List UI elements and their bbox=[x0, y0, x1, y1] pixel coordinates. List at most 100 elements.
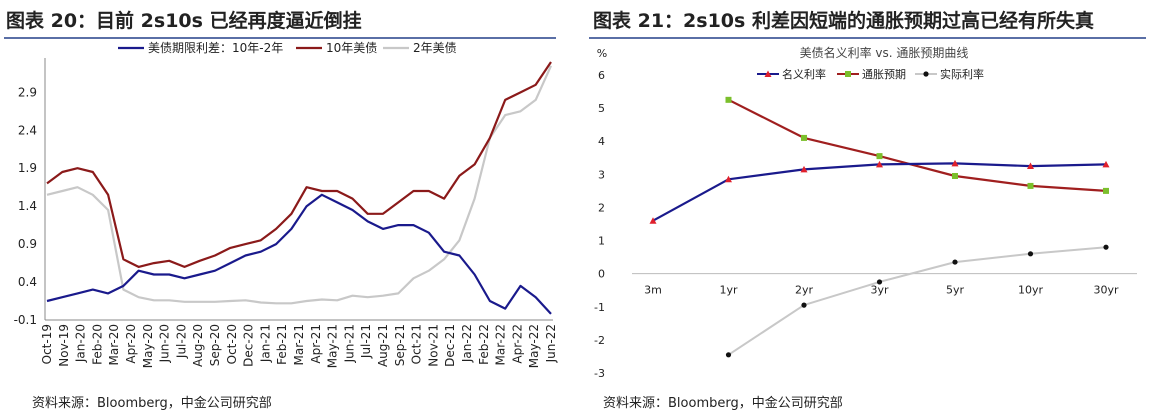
right-marker-dot bbox=[876, 279, 883, 285]
right-x-tick-label: 5yr bbox=[946, 284, 965, 297]
right-y-tick-label: 2 bbox=[598, 201, 605, 214]
right-marker-square bbox=[876, 153, 883, 160]
right-marker-square bbox=[1027, 182, 1034, 189]
left-legend-label: 2年美债 bbox=[413, 41, 457, 55]
right-chart-title: 美债名义利率 vs. 通胀预期曲线 bbox=[800, 45, 969, 60]
right-x-tick-label: 2yr bbox=[795, 284, 814, 297]
right-legend-marker bbox=[764, 70, 772, 77]
left-x-tick-label: Dec-21 bbox=[443, 324, 457, 367]
left-x-tick-label: Oct-21 bbox=[410, 324, 424, 364]
right-line-chart: 美债名义利率 vs. 通胀预期曲线% -3 -2 -1 0 1 2 3 4 5 6 3m 1yr 2yr 3… bbox=[594, 45, 1137, 380]
left-series-line-1 bbox=[46, 61, 552, 268]
right-marker-triangle bbox=[951, 159, 959, 167]
right-title-rule bbox=[589, 37, 1146, 39]
left-x-tick-label: Apr-21 bbox=[309, 324, 323, 364]
right-y-tick-label: -3 bbox=[594, 367, 605, 380]
right-y-tick-label: 4 bbox=[598, 135, 605, 148]
left-x-tick-label: Feb-22 bbox=[477, 324, 491, 365]
left-x-tick-label: Jan-20 bbox=[74, 324, 88, 363]
right-legend-label: 实际利率 bbox=[940, 67, 984, 81]
left-x-tick-label: Jun-20 bbox=[158, 324, 172, 363]
right-y-tick-label: 1 bbox=[598, 235, 605, 248]
left-x-tick-label: Jul-20 bbox=[174, 324, 188, 359]
right-legend-marker bbox=[845, 71, 851, 77]
right-x-tick-label: 30yr bbox=[1093, 284, 1119, 297]
left-y-tick-label: 1.9 bbox=[18, 161, 37, 175]
left-x-tick-label: Jun-22 bbox=[544, 324, 558, 363]
left-chart-panel: 图表 20：目前 2s10s 已经再度逼近倒挂 -0.1 0.4 0.9 1.4 1.9… bbox=[0, 0, 560, 417]
left-x-tick-label: Nov-21 bbox=[426, 324, 440, 367]
right-y-tick-label: 6 bbox=[598, 69, 605, 82]
right-series-line-2 bbox=[727, 246, 1107, 356]
right-y-tick-label: 3 bbox=[598, 168, 605, 181]
left-x-tick-label: Mar-21 bbox=[292, 324, 306, 365]
left-x-tick-label: Apr-22 bbox=[510, 324, 524, 364]
right-marker-triangle bbox=[876, 160, 883, 168]
left-source-note: 资料来源：Bloomberg，中金公司研究部 bbox=[32, 396, 272, 411]
left-x-tick-label: May-20 bbox=[141, 324, 155, 368]
left-x-tick-label: Feb-20 bbox=[90, 324, 104, 365]
right-marker-triangle bbox=[649, 217, 657, 224]
right-y-axis-unit: % bbox=[597, 47, 607, 60]
left-x-tick-label: Mar-20 bbox=[107, 324, 121, 365]
left-x-tick-label: May-22 bbox=[527, 324, 541, 368]
left-title-rule bbox=[4, 37, 556, 39]
right-chart-panel: 图表 21：2s10s 利差因短端的通胀预期过高已经有所失真 美债名义利率 vs… bbox=[585, 0, 1150, 417]
right-legend-label: 名义利率 bbox=[782, 67, 826, 81]
right-x-tick-label: 10yr bbox=[1018, 284, 1044, 297]
right-y-tick-label: 5 bbox=[598, 102, 605, 115]
right-legend-marker bbox=[923, 71, 929, 77]
left-x-tick-label: Oct-20 bbox=[225, 324, 239, 364]
left-figure-title: 图表 20：目前 2s10s 已经再度逼近倒挂 bbox=[6, 10, 362, 32]
right-marker-triangle bbox=[1102, 160, 1110, 168]
left-x-tick-label: Apr-20 bbox=[124, 324, 138, 364]
right-marker-triangle bbox=[800, 165, 808, 173]
left-y-tick-label: -0.1 bbox=[14, 313, 37, 327]
right-figure-title: 图表 21：2s10s 利差因短端的通胀预期过高已经有所失真 bbox=[593, 10, 1094, 32]
left-x-tick-label: Aug-21 bbox=[376, 324, 390, 367]
right-x-tick-label: 3yr bbox=[870, 284, 889, 297]
left-series-line-0 bbox=[46, 193, 552, 315]
left-line-chart: -0.1 0.4 0.9 1.4 1.9 2.4 2.9 Oct-19 Nov-19 Jan-20… bbox=[14, 41, 558, 368]
right-marker-square bbox=[952, 172, 958, 179]
right-marker-dot bbox=[725, 352, 732, 358]
right-marker-triangle bbox=[1027, 162, 1034, 170]
left-x-tick-label: Dec-20 bbox=[242, 324, 256, 367]
left-y-tick-label: 0.9 bbox=[18, 237, 37, 251]
left-y-tick-label: 0.4 bbox=[18, 275, 37, 289]
right-marker-dot bbox=[1027, 251, 1034, 257]
left-x-tick-label: Sep-20 bbox=[208, 324, 222, 366]
left-series-line-2 bbox=[46, 65, 553, 305]
right-x-tick-label: 3m bbox=[644, 284, 662, 297]
left-x-tick-label: Jul-21 bbox=[359, 324, 373, 359]
right-x-tick-label: 1yr bbox=[719, 284, 738, 297]
left-y-tick-label: 2.4 bbox=[18, 123, 37, 137]
right-marker-square bbox=[801, 134, 807, 141]
left-legend-label: 10年美债 bbox=[326, 41, 377, 55]
left-x-tick-label: Feb-21 bbox=[275, 324, 289, 365]
left-x-tick-label: May-21 bbox=[326, 324, 340, 368]
right-marker-triangle bbox=[725, 175, 732, 183]
left-legend-label: 美债期限利差：10年-2年 bbox=[148, 41, 283, 55]
left-x-tick-label: Sep-21 bbox=[393, 324, 407, 366]
right-marker-square bbox=[1103, 187, 1109, 194]
right-marker-square bbox=[725, 96, 732, 103]
right-legend-label: 通胀预期 bbox=[862, 68, 906, 81]
left-x-tick-label: Nov-19 bbox=[57, 324, 71, 367]
right-marker-dot bbox=[1103, 244, 1109, 250]
left-x-tick-label: Oct-19 bbox=[40, 324, 54, 364]
right-y-tick-label: -1 bbox=[594, 301, 605, 314]
left-x-tick-label: Aug-20 bbox=[191, 324, 205, 367]
right-series-line-1 bbox=[728, 98, 1107, 192]
left-x-tick-label: Jan-22 bbox=[460, 324, 474, 363]
left-x-tick-label: Jun-21 bbox=[342, 324, 356, 363]
right-y-tick-label: 0 bbox=[598, 268, 605, 281]
left-x-tick-label: Mar-22 bbox=[494, 324, 508, 365]
right-source-note: 资料来源：Bloomberg，中金公司研究部 bbox=[603, 396, 843, 411]
right-marker-dot bbox=[952, 259, 958, 265]
right-marker-dot bbox=[801, 302, 807, 308]
left-y-tick-label: 1.4 bbox=[18, 199, 37, 213]
left-x-tick-label: Jan-21 bbox=[258, 324, 272, 363]
left-y-tick-label: 2.9 bbox=[18, 85, 37, 99]
right-series-line-0 bbox=[652, 162, 1107, 222]
